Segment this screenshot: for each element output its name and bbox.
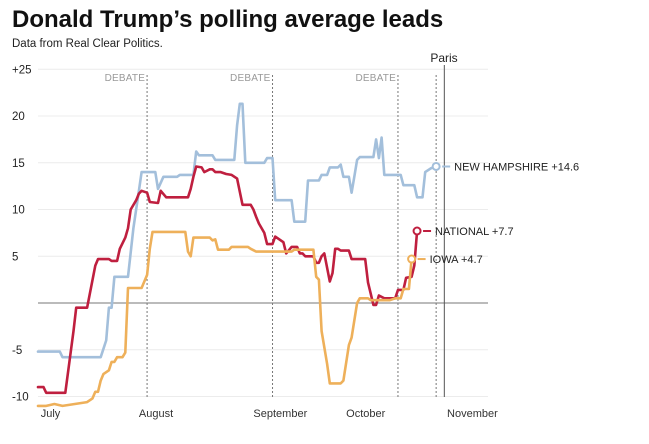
y-tick-label: 5 — [12, 251, 18, 263]
x-tick-label: September — [253, 408, 307, 420]
y-tick-label: 15 — [12, 158, 25, 170]
series-label-iowa: IOWA +4.7 — [430, 254, 483, 266]
series-label-national: NATIONAL +7.7 — [435, 226, 514, 238]
x-tick-label: November — [447, 408, 498, 420]
y-tick-label: -10 — [12, 392, 29, 404]
series-line-iowa — [36, 230, 413, 408]
paris-label: Paris — [430, 51, 457, 65]
x-tick-label: July — [41, 408, 61, 420]
debate-label: DEBATE — [355, 73, 396, 84]
series-endpoint-iowa — [407, 254, 417, 264]
series-endpoint-new-hampshire — [431, 161, 441, 171]
chart-subtitle: Data from Real Clear Politics. — [12, 38, 163, 50]
series-label-new-hampshire: NEW HAMPSHIRE +14.6 — [454, 161, 579, 173]
debate-label: DEBATE — [105, 73, 146, 84]
y-tick-label: 20 — [12, 111, 25, 123]
x-tick-label: October — [346, 408, 385, 420]
series-endpoint-national — [412, 226, 422, 236]
series-line-new-hampshire — [36, 102, 438, 359]
x-tick-label: August — [139, 408, 173, 420]
y-tick-label: +25 — [12, 64, 32, 76]
chart-title: Donald Trump’s polling average leads — [12, 6, 444, 33]
debate-label: DEBATE — [230, 73, 271, 84]
y-tick-label: 10 — [12, 205, 25, 217]
y-tick-label: -5 — [12, 345, 22, 357]
series-line-national — [36, 165, 419, 395]
